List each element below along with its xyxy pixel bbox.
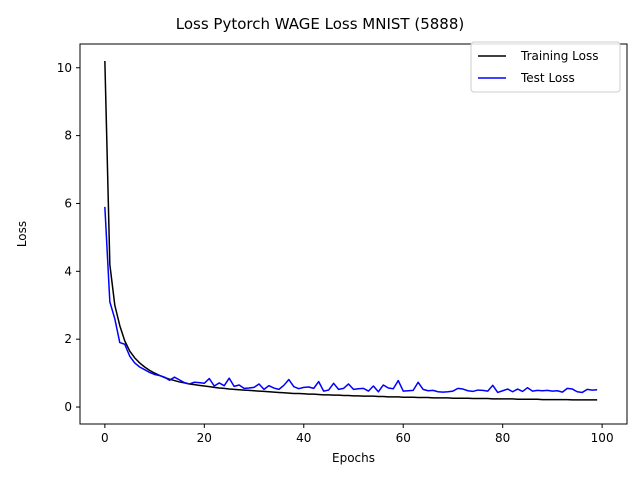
- x-tick-label: 80: [495, 431, 510, 445]
- legend-label: Training Loss: [520, 49, 598, 63]
- x-tick-label: 0: [101, 431, 109, 445]
- x-tick-label: 100: [591, 431, 614, 445]
- y-axis: 0 2 4 6 8 10: [57, 61, 80, 414]
- y-tick-label: 2: [64, 332, 72, 346]
- y-tick-label: 6: [64, 196, 72, 210]
- series-line-test-loss: [104, 206, 598, 394]
- plot-frame: [79, 43, 628, 425]
- x-axis: 0 20 40 60 80 100: [101, 424, 614, 445]
- y-axis-label: Loss: [15, 221, 29, 247]
- x-axis-label: Epochs: [332, 451, 375, 465]
- legend-box: [470, 41, 621, 93]
- y-tick-label: 4: [64, 264, 72, 278]
- legend-label: Test Loss: [520, 71, 575, 85]
- y-tick-label: 8: [64, 129, 72, 143]
- series-line-training-loss: [104, 60, 598, 401]
- x-tick-label: 20: [197, 431, 212, 445]
- legend: Training Loss Test Loss: [470, 41, 621, 93]
- chart-title: Loss Pytorch WAGE Loss MNIST (5888): [176, 15, 464, 33]
- y-tick-label: 10: [57, 61, 72, 75]
- x-tick-label: 40: [296, 431, 311, 445]
- y-tick-label: 0: [64, 400, 72, 414]
- x-tick-label: 60: [396, 431, 411, 445]
- series-lines: [104, 60, 598, 401]
